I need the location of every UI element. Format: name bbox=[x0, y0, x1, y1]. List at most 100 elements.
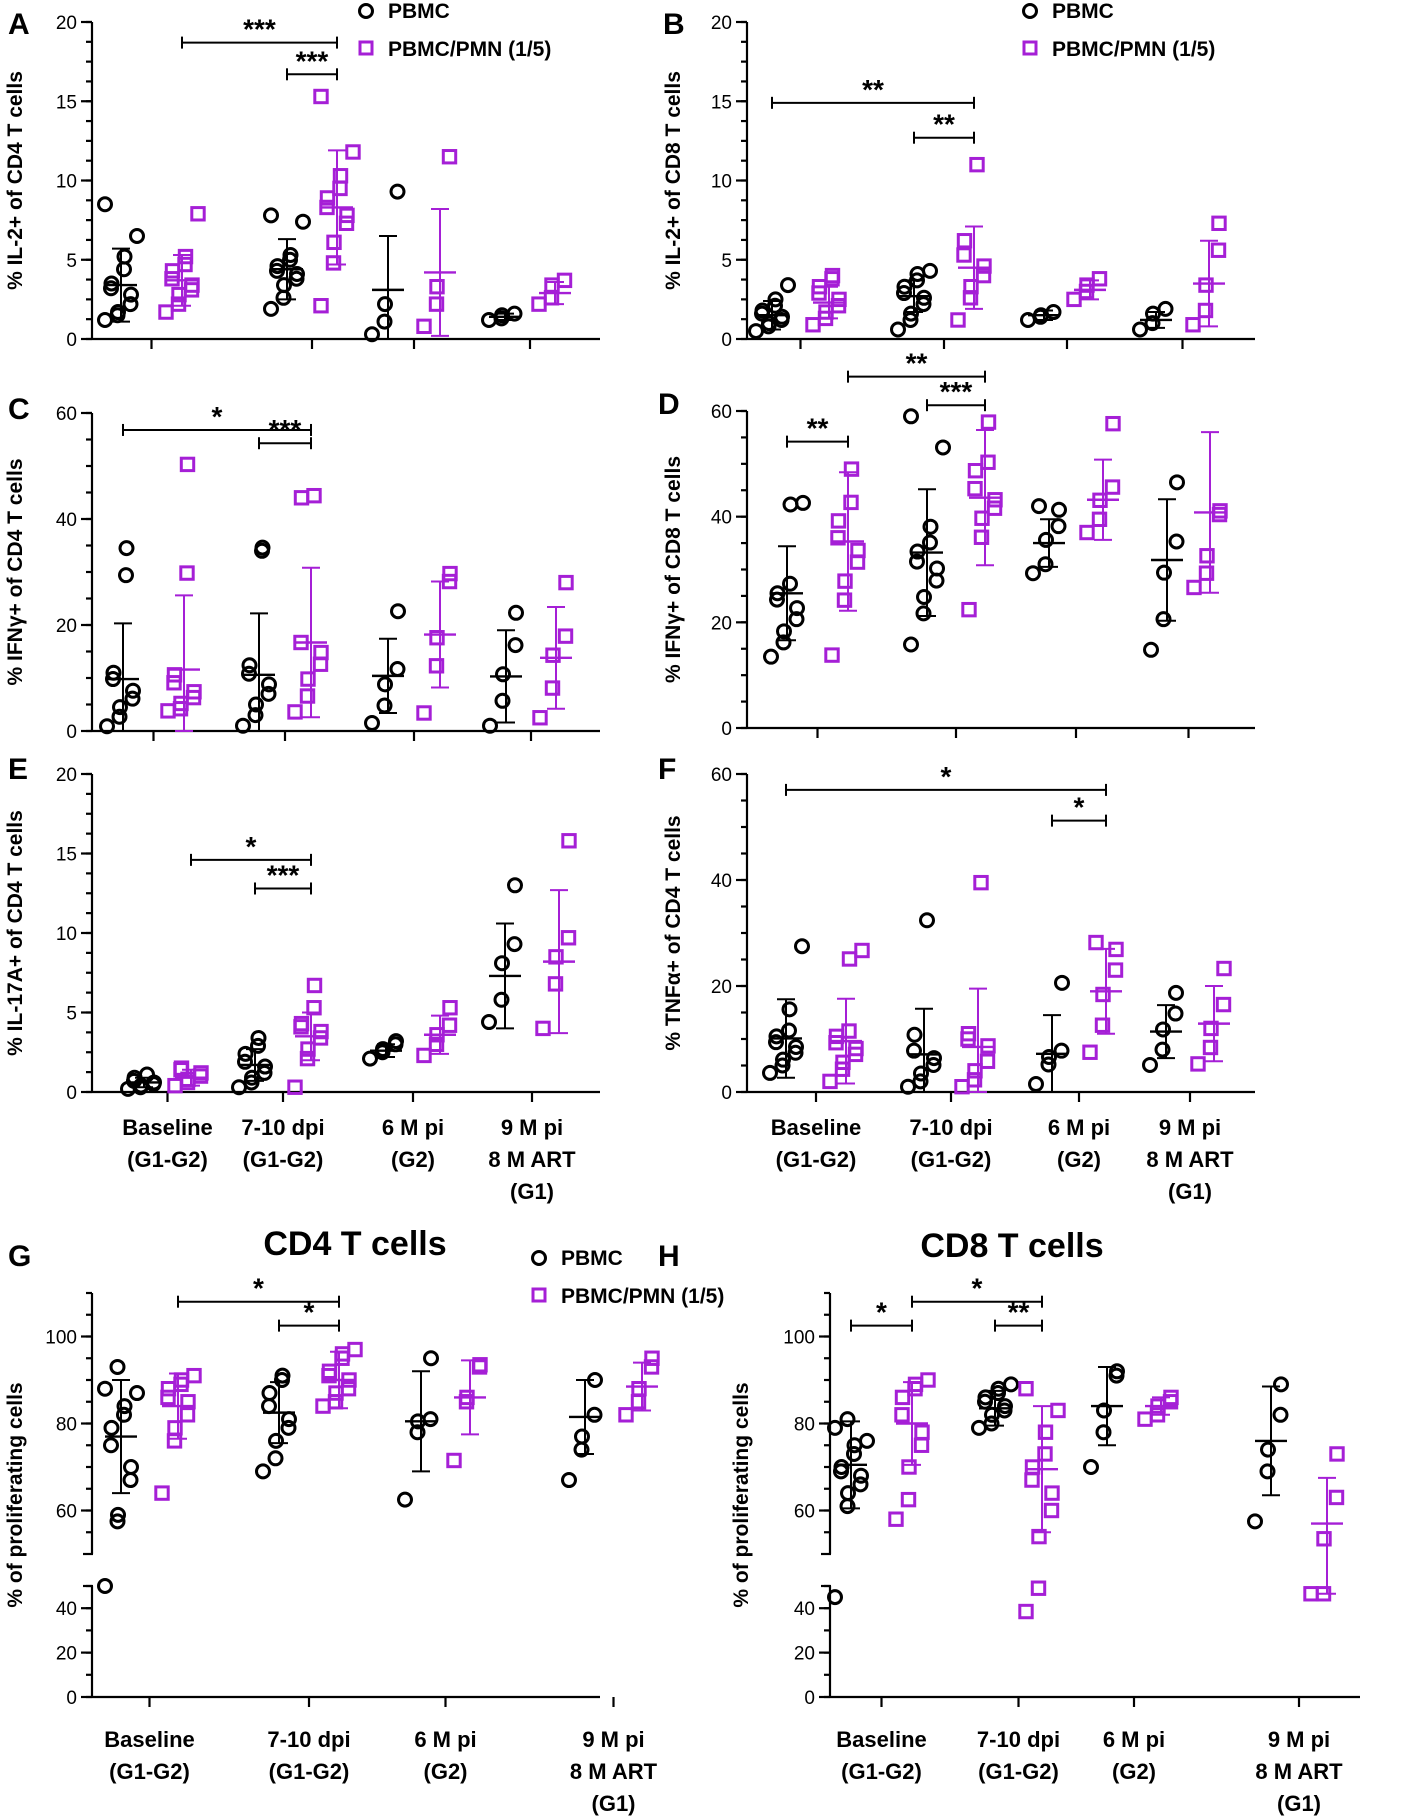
panel-a: A % IL-2+ of CD4 T cells 0 5 10 15 20 *** *** bbox=[4, 8, 600, 351]
data-point bbox=[1155, 1021, 1171, 1038]
series-pbmc-pmn bbox=[824, 414, 1228, 663]
y-tick-label: 20 bbox=[711, 977, 732, 998]
data-point bbox=[160, 1389, 176, 1406]
data-point bbox=[112, 699, 128, 716]
data-point bbox=[1315, 1586, 1332, 1602]
data-point bbox=[282, 246, 299, 263]
x-category-label: Baseline bbox=[104, 1727, 195, 1752]
data-point bbox=[1169, 474, 1185, 491]
data-point bbox=[97, 1380, 113, 1397]
data-point bbox=[922, 534, 938, 551]
data-point bbox=[103, 1419, 120, 1436]
data-point bbox=[332, 180, 348, 197]
y-tick-label: 0 bbox=[721, 1083, 732, 1104]
y-tick-label: 0 bbox=[804, 1688, 815, 1709]
data-point bbox=[1215, 996, 1232, 1013]
data-point bbox=[446, 1452, 462, 1469]
data-point bbox=[97, 1578, 113, 1594]
data-point bbox=[1028, 1076, 1044, 1093]
data-point bbox=[822, 1073, 838, 1090]
data-point bbox=[167, 1420, 183, 1436]
data-point bbox=[1031, 498, 1047, 515]
data-point bbox=[973, 874, 989, 891]
chart-title: CD4 T cells bbox=[263, 1225, 446, 1263]
data-point bbox=[973, 529, 990, 545]
data-point bbox=[827, 1589, 843, 1606]
data-point bbox=[495, 666, 511, 683]
data-point bbox=[376, 313, 393, 330]
data-point bbox=[1024, 1459, 1041, 1475]
data-point bbox=[173, 1060, 190, 1076]
data-point bbox=[313, 88, 329, 105]
data-point bbox=[618, 1407, 634, 1423]
data-point bbox=[789, 600, 805, 617]
data-point bbox=[103, 1437, 119, 1454]
data-point bbox=[299, 1050, 316, 1067]
data-point bbox=[1104, 479, 1121, 495]
data-point bbox=[532, 710, 548, 726]
x-category-label: 8 M ART bbox=[570, 1759, 658, 1784]
y-tick-label: 40 bbox=[794, 1599, 815, 1620]
data-point bbox=[179, 456, 196, 473]
data-point bbox=[261, 1398, 277, 1415]
data-point bbox=[125, 682, 141, 699]
data-point bbox=[830, 513, 847, 529]
data-point bbox=[313, 644, 329, 661]
data-point bbox=[1040, 1056, 1057, 1073]
data-point bbox=[1050, 1402, 1066, 1419]
y-tick-label: 60 bbox=[56, 404, 77, 425]
data-point bbox=[1030, 1580, 1047, 1596]
data-point bbox=[922, 262, 938, 279]
data-point bbox=[506, 936, 523, 953]
data-point bbox=[774, 1057, 791, 1074]
x-category-label: (G1) bbox=[1168, 1179, 1212, 1204]
data-point bbox=[561, 1472, 577, 1489]
data-point bbox=[966, 1072, 983, 1088]
data-point bbox=[364, 715, 380, 732]
data-point bbox=[913, 1437, 930, 1453]
legend-label-pmn: PBMC/PMN (1/5) bbox=[1052, 38, 1215, 61]
panel-label: H bbox=[658, 1240, 680, 1273]
panel-h: H CD8 T cells % of proliferating cells 0 20 4… bbox=[658, 1227, 1360, 1816]
data-point bbox=[339, 207, 355, 224]
series-pbmc bbox=[97, 1350, 603, 1594]
legend-label-pbmc: PBMC bbox=[1052, 0, 1114, 23]
data-point bbox=[975, 267, 992, 284]
data-point bbox=[782, 575, 798, 592]
x-category-label: 6 M pi bbox=[414, 1727, 476, 1752]
significance-stars: * bbox=[876, 1297, 887, 1328]
y-axis-label: % of proliferating cells bbox=[4, 1382, 27, 1607]
significance-stars: * bbox=[253, 1273, 264, 1304]
data-point bbox=[1272, 1406, 1289, 1423]
y-tick-label: 0 bbox=[66, 1688, 77, 1709]
data-point bbox=[1137, 1411, 1153, 1427]
data-point bbox=[306, 977, 323, 994]
data-point bbox=[1044, 1485, 1060, 1501]
data-point bbox=[980, 414, 997, 430]
data-point bbox=[423, 1350, 439, 1367]
chart-title: CD8 T cells bbox=[920, 1227, 1103, 1265]
data-point bbox=[293, 1015, 310, 1032]
legend-label-pmn: PBMC/PMN (1/5) bbox=[388, 38, 551, 61]
x-category-label: (G1-G2) bbox=[776, 1147, 857, 1172]
data-point bbox=[389, 660, 406, 677]
data-point bbox=[1328, 1489, 1345, 1506]
data-point bbox=[167, 1077, 183, 1094]
x-category-label: (G1) bbox=[592, 1791, 636, 1816]
data-point bbox=[1045, 304, 1062, 321]
data-point bbox=[1210, 242, 1227, 258]
data-point bbox=[769, 585, 786, 602]
data-point bbox=[237, 1053, 253, 1070]
data-point bbox=[103, 275, 120, 292]
x-category-label: (G2) bbox=[391, 1147, 435, 1172]
data-point bbox=[105, 664, 122, 681]
x-category-label: 9 M pi bbox=[1159, 1115, 1221, 1140]
legend-marker-pbmc bbox=[531, 1250, 547, 1266]
x-category-label: 7-10 dpi bbox=[267, 1727, 350, 1752]
data-point bbox=[481, 1014, 497, 1031]
data-point bbox=[124, 690, 141, 707]
data-point bbox=[241, 657, 258, 674]
data-point bbox=[976, 258, 992, 274]
data-point bbox=[545, 647, 561, 663]
